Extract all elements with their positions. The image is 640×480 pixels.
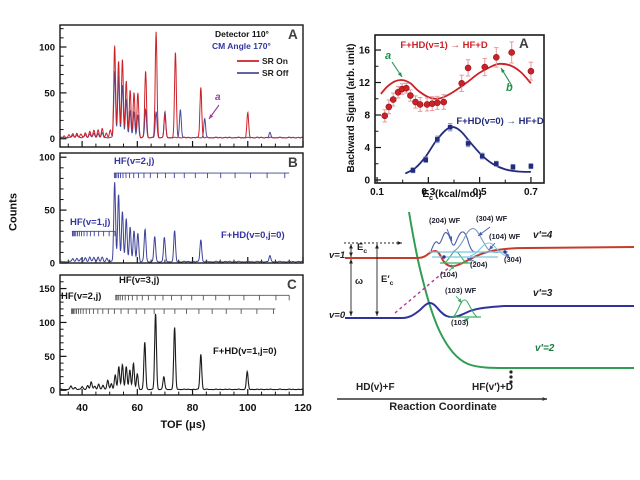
diagram-curve <box>452 299 478 318</box>
xlabel-subscript: c <box>428 193 433 202</box>
backward-ylabel: Backward Signal (arb. unit) <box>346 43 357 173</box>
svg-text:150: 150 <box>39 284 55 295</box>
tof-panel-C: 0 50 100 150 40 60 80 100 120 <box>39 274 312 414</box>
svg-text:4: 4 <box>364 143 370 154</box>
label-omega: ω <box>355 276 364 287</box>
counts-axis-label: Counts <box>7 193 20 231</box>
panel-a-letter: A <box>288 27 298 42</box>
tof-curve <box>59 182 304 263</box>
label-vprime-4: v′=4 <box>533 230 553 241</box>
label-product: HF(v′)+D <box>472 382 514 393</box>
product-label-b: F+HD(v=0,j=0) <box>221 230 285 241</box>
comb-label-hf-v2-b: HF(v=2,j) <box>114 156 155 167</box>
svg-text:0.3: 0.3 <box>421 187 435 198</box>
svg-text:0: 0 <box>364 175 370 186</box>
comb-label-hf-v1-b: HF(v=1,j) <box>70 217 111 228</box>
label-304: (304) <box>504 255 522 264</box>
ec-subscript: c <box>363 247 368 255</box>
label-103-wf: (103) WF <box>445 286 477 295</box>
reaction-coordinate-label: Reaction Coordinate <box>389 401 497 413</box>
comb-label-hf-v3-c: HF(v=3,j) <box>119 275 160 286</box>
svg-text:50: 50 <box>44 352 55 363</box>
svg-text:100: 100 <box>39 318 55 329</box>
svg-text:0.1: 0.1 <box>370 187 384 198</box>
legend-sr-on-label: SR On <box>262 56 288 66</box>
svg-text:100: 100 <box>39 153 55 164</box>
label-vprime-2: v′=2 <box>535 343 555 354</box>
svg-text:0: 0 <box>50 258 55 269</box>
svg-text:40: 40 <box>76 402 88 414</box>
label-ec-prime: E′c <box>381 275 393 288</box>
annotation-a-peak: a <box>215 92 221 103</box>
diagram-curve <box>408 211 634 369</box>
tof-panel-A: 0 50 100 <box>39 24 304 148</box>
label-ec: Ec <box>357 243 367 256</box>
tof-curve <box>59 71 303 139</box>
label-204-wf: (204) WF <box>429 216 461 225</box>
label-104: (104) <box>440 270 458 279</box>
svg-text:60: 60 <box>131 402 143 414</box>
ec-prime-subscript: c <box>389 279 394 287</box>
label-v1: v=1 <box>329 250 346 261</box>
svg-text:8: 8 <box>364 110 370 121</box>
svg-text:100: 100 <box>239 402 257 414</box>
series-label-v0: F+HD(v=0) → HF+D <box>456 116 544 127</box>
svg-text:0.5: 0.5 <box>473 187 487 198</box>
legend-detector-label: Detector 110° <box>215 29 269 39</box>
svg-text:50: 50 <box>44 206 55 217</box>
tof-axis-label: TOF (μs) <box>160 419 206 431</box>
tof-curve <box>59 31 303 139</box>
label-104-wf: (104) WF <box>489 232 521 241</box>
diagram-curve <box>430 231 476 253</box>
svg-text:12: 12 <box>359 78 371 89</box>
xlabel-symbol: E <box>422 189 429 200</box>
ec-prime-symbol: E′ <box>381 274 390 285</box>
reaction-coordinate-diagram <box>337 211 635 401</box>
annotation-a-green: a <box>385 50 392 62</box>
tof-curve <box>59 313 303 391</box>
panel-c-letter: C <box>287 277 297 292</box>
label-v0: v=0 <box>329 310 346 321</box>
diagram-curve <box>345 301 634 319</box>
svg-text:0.7: 0.7 <box>524 187 538 198</box>
label-reactant: HD(v)+F <box>356 382 395 393</box>
svg-text:120: 120 <box>294 402 312 414</box>
backward-panel-letter: A <box>519 36 529 51</box>
product-label-c: F+HD(v=1,j=0) <box>213 346 277 357</box>
label-204: (204) <box>470 260 488 269</box>
legend-cm-angle-label: CM Angle 170° <box>212 41 271 51</box>
backward-signal-plot: 0 4 8 12 16 0.1 0.3 0.5 0.7 <box>359 34 545 198</box>
comb-label-hf-v2-c: HF(v=2,j) <box>61 291 102 302</box>
svg-text:16: 16 <box>359 45 371 56</box>
label-103: (103) <box>451 318 469 327</box>
xlabel-unit: (kcal/mol) <box>434 189 482 200</box>
svg-text:100: 100 <box>39 42 55 53</box>
svg-text:50: 50 <box>44 88 55 99</box>
svg-text:0: 0 <box>50 134 55 145</box>
label-304-wf: (304) WF <box>476 214 508 223</box>
panel-b-letter: B <box>288 155 298 170</box>
ec-symbol: E <box>357 242 364 253</box>
svg-text:0: 0 <box>50 386 55 397</box>
backward-xlabel: Ec (kcal/mol) <box>422 189 482 202</box>
label-vprime-3: v′=3 <box>533 288 553 299</box>
svg-text:80: 80 <box>187 402 199 414</box>
tof-panel-B: 0 50 100 <box>39 152 304 269</box>
series-label-v1: F+HD(v=1) → HF+D <box>400 40 488 51</box>
legend-sr-off-label: SR Off <box>262 68 289 78</box>
annotation-b-green: b <box>506 82 513 94</box>
